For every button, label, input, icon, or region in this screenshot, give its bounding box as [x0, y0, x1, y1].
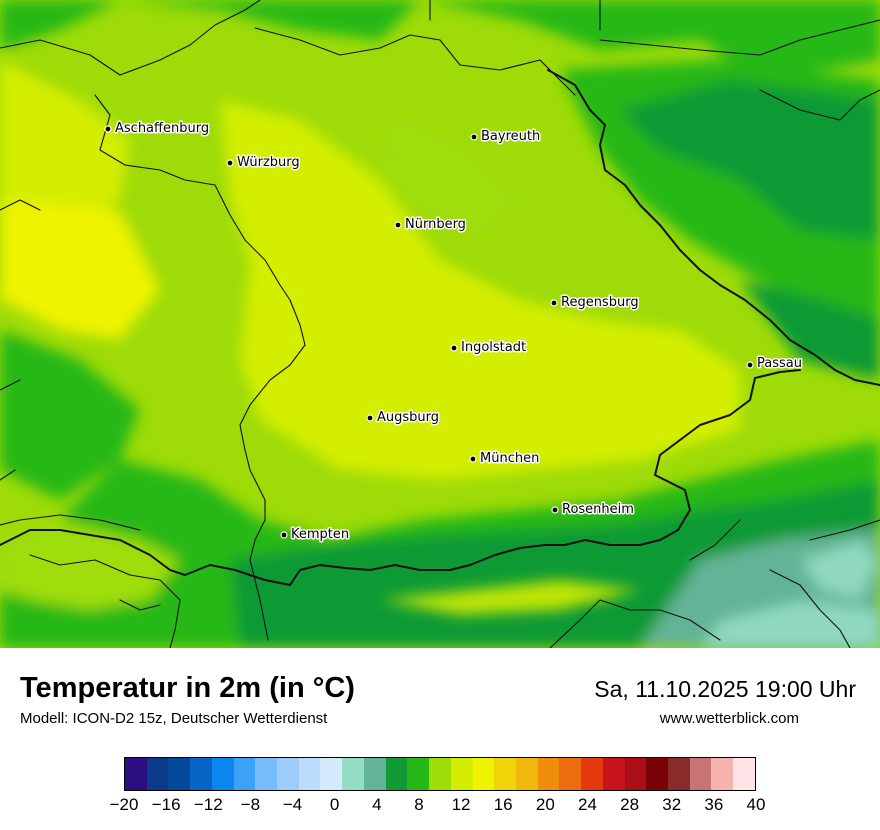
city-marker: Nürnberg	[394, 216, 467, 234]
legend-swatch	[581, 758, 603, 790]
legend-swatch	[363, 758, 386, 790]
city-dot	[226, 159, 234, 167]
city-marker: Bayreuth	[470, 128, 542, 146]
legend-swatch	[211, 758, 234, 790]
legend-tick-labels: −20 −16 −12 −8 −4 0 4 8 12 16 20 24 28 32 36 40	[110, 792, 766, 822]
city-markers: Aschaffenburg Würzburg Bayreuth Nürnberg…	[104, 120, 803, 544]
city-label-ingolstadt: Ingolstadt	[461, 340, 526, 355]
west-borders	[0, 199, 41, 481]
legend-tick-label: 12	[451, 795, 471, 814]
temperature-map: Aschaffenburg Würzburg Bayreuth Nürnberg…	[0, 0, 880, 648]
legend-swatch	[711, 758, 734, 790]
legend-swatch	[233, 758, 256, 790]
city-dot	[104, 125, 112, 133]
legend-tick-label: 8	[414, 795, 424, 814]
city-marker: Regensburg	[550, 294, 640, 312]
legend-swatch	[515, 758, 538, 790]
city-label-muenchen: München	[480, 451, 539, 466]
city-label-aschaffenburg: Aschaffenburg	[115, 121, 209, 136]
color-scale-legend	[124, 757, 756, 791]
alpine-borders	[0, 514, 880, 648]
legend-swatch	[168, 758, 191, 790]
city-dot	[746, 361, 754, 369]
map-canvas: Aschaffenburg Würzburg Bayreuth Nürnberg…	[0, 0, 880, 648]
legend-tick-label: 28	[620, 795, 640, 814]
legend-tick-label: −16	[151, 795, 181, 814]
city-marker: Kempten	[280, 526, 351, 544]
city-marker: Würzburg	[226, 154, 301, 172]
legend-swatch	[298, 758, 321, 790]
city-label-bayreuth: Bayreuth	[481, 129, 540, 144]
city-dot	[550, 299, 558, 307]
legend-tick-label: 36	[704, 795, 724, 814]
city-label-nuernberg: Nürnberg	[405, 217, 466, 232]
legend-swatch	[667, 758, 690, 790]
city-marker: Rosenheim	[551, 501, 635, 519]
legend-swatch	[342, 758, 364, 790]
city-dot	[280, 531, 288, 539]
legend-tick-label: 20	[535, 795, 555, 814]
legend-swatch	[494, 758, 516, 790]
legend-swatch	[689, 758, 712, 790]
legend-swatch	[255, 758, 278, 790]
city-dot	[450, 344, 458, 352]
legend-swatch	[125, 758, 147, 790]
legend-swatch	[429, 758, 451, 790]
city-label-rosenheim: Rosenheim	[562, 502, 634, 517]
legend-swatch	[472, 758, 495, 790]
legend-swatch	[450, 758, 473, 790]
legend-tick-label: −8	[240, 795, 261, 814]
city-label-augsburg: Augsburg	[377, 410, 439, 425]
legend-swatch	[602, 758, 625, 790]
city-label-regensburg: Regensburg	[561, 295, 639, 310]
city-label-kempten: Kempten	[291, 527, 349, 542]
website-link[interactable]: www.wetterblick.com	[659, 710, 799, 727]
legend-tick-label: 32	[662, 795, 682, 814]
city-marker: Augsburg	[366, 409, 441, 427]
legend-tick-label: 0	[329, 795, 340, 814]
legend-swatch	[646, 758, 668, 790]
city-dot	[470, 133, 478, 141]
legend-tick-label: 4	[372, 795, 382, 814]
city-dot	[469, 455, 477, 463]
legend-swatch	[385, 758, 408, 790]
legend-swatch	[733, 758, 755, 790]
city-dot	[394, 221, 402, 229]
upper-borders	[429, 0, 880, 121]
city-dot	[366, 414, 374, 422]
legend-tick-label: −12	[193, 795, 223, 814]
legend-swatch	[407, 758, 430, 790]
austria-border	[0, 369, 801, 586]
czech-border	[547, 69, 880, 386]
forecast-datetime: Sa, 11.10.2025 19:00 Uhr	[594, 676, 856, 702]
city-marker: Aschaffenburg	[104, 120, 211, 138]
legend-tick-label: −4	[282, 795, 303, 814]
legend-tick-label: −20	[109, 795, 139, 814]
city-marker: Ingolstadt	[450, 339, 528, 357]
city-label-passau: Passau	[757, 356, 802, 371]
temperature-field	[0, 0, 880, 648]
city-marker: München	[469, 450, 541, 468]
legend-tick-label: 40	[746, 795, 766, 814]
legend-swatch	[190, 758, 212, 790]
map-footer: Temperatur in 2m (in °C) Modell: ICON-D2…	[0, 648, 880, 830]
borders	[0, 0, 880, 648]
legend-swatch	[146, 758, 169, 790]
legend-swatch	[537, 758, 560, 790]
city-label-wuerzburg: Würzburg	[237, 155, 300, 170]
city-marker: Passau	[746, 355, 803, 373]
legend-tick-label: 16	[493, 795, 513, 814]
legend-swatch	[624, 758, 647, 790]
legend-swatch	[320, 758, 343, 790]
bavaria-border	[0, 0, 576, 641]
model-source: Modell: ICON-D2 15z, Deutscher Wetterdie…	[20, 710, 328, 727]
map-title: Temperatur in 2m (in °C)	[20, 672, 355, 704]
legend-swatch	[277, 758, 299, 790]
legend-tick-label: 24	[577, 795, 597, 814]
legend-swatch	[559, 758, 582, 790]
city-dot	[551, 506, 559, 514]
